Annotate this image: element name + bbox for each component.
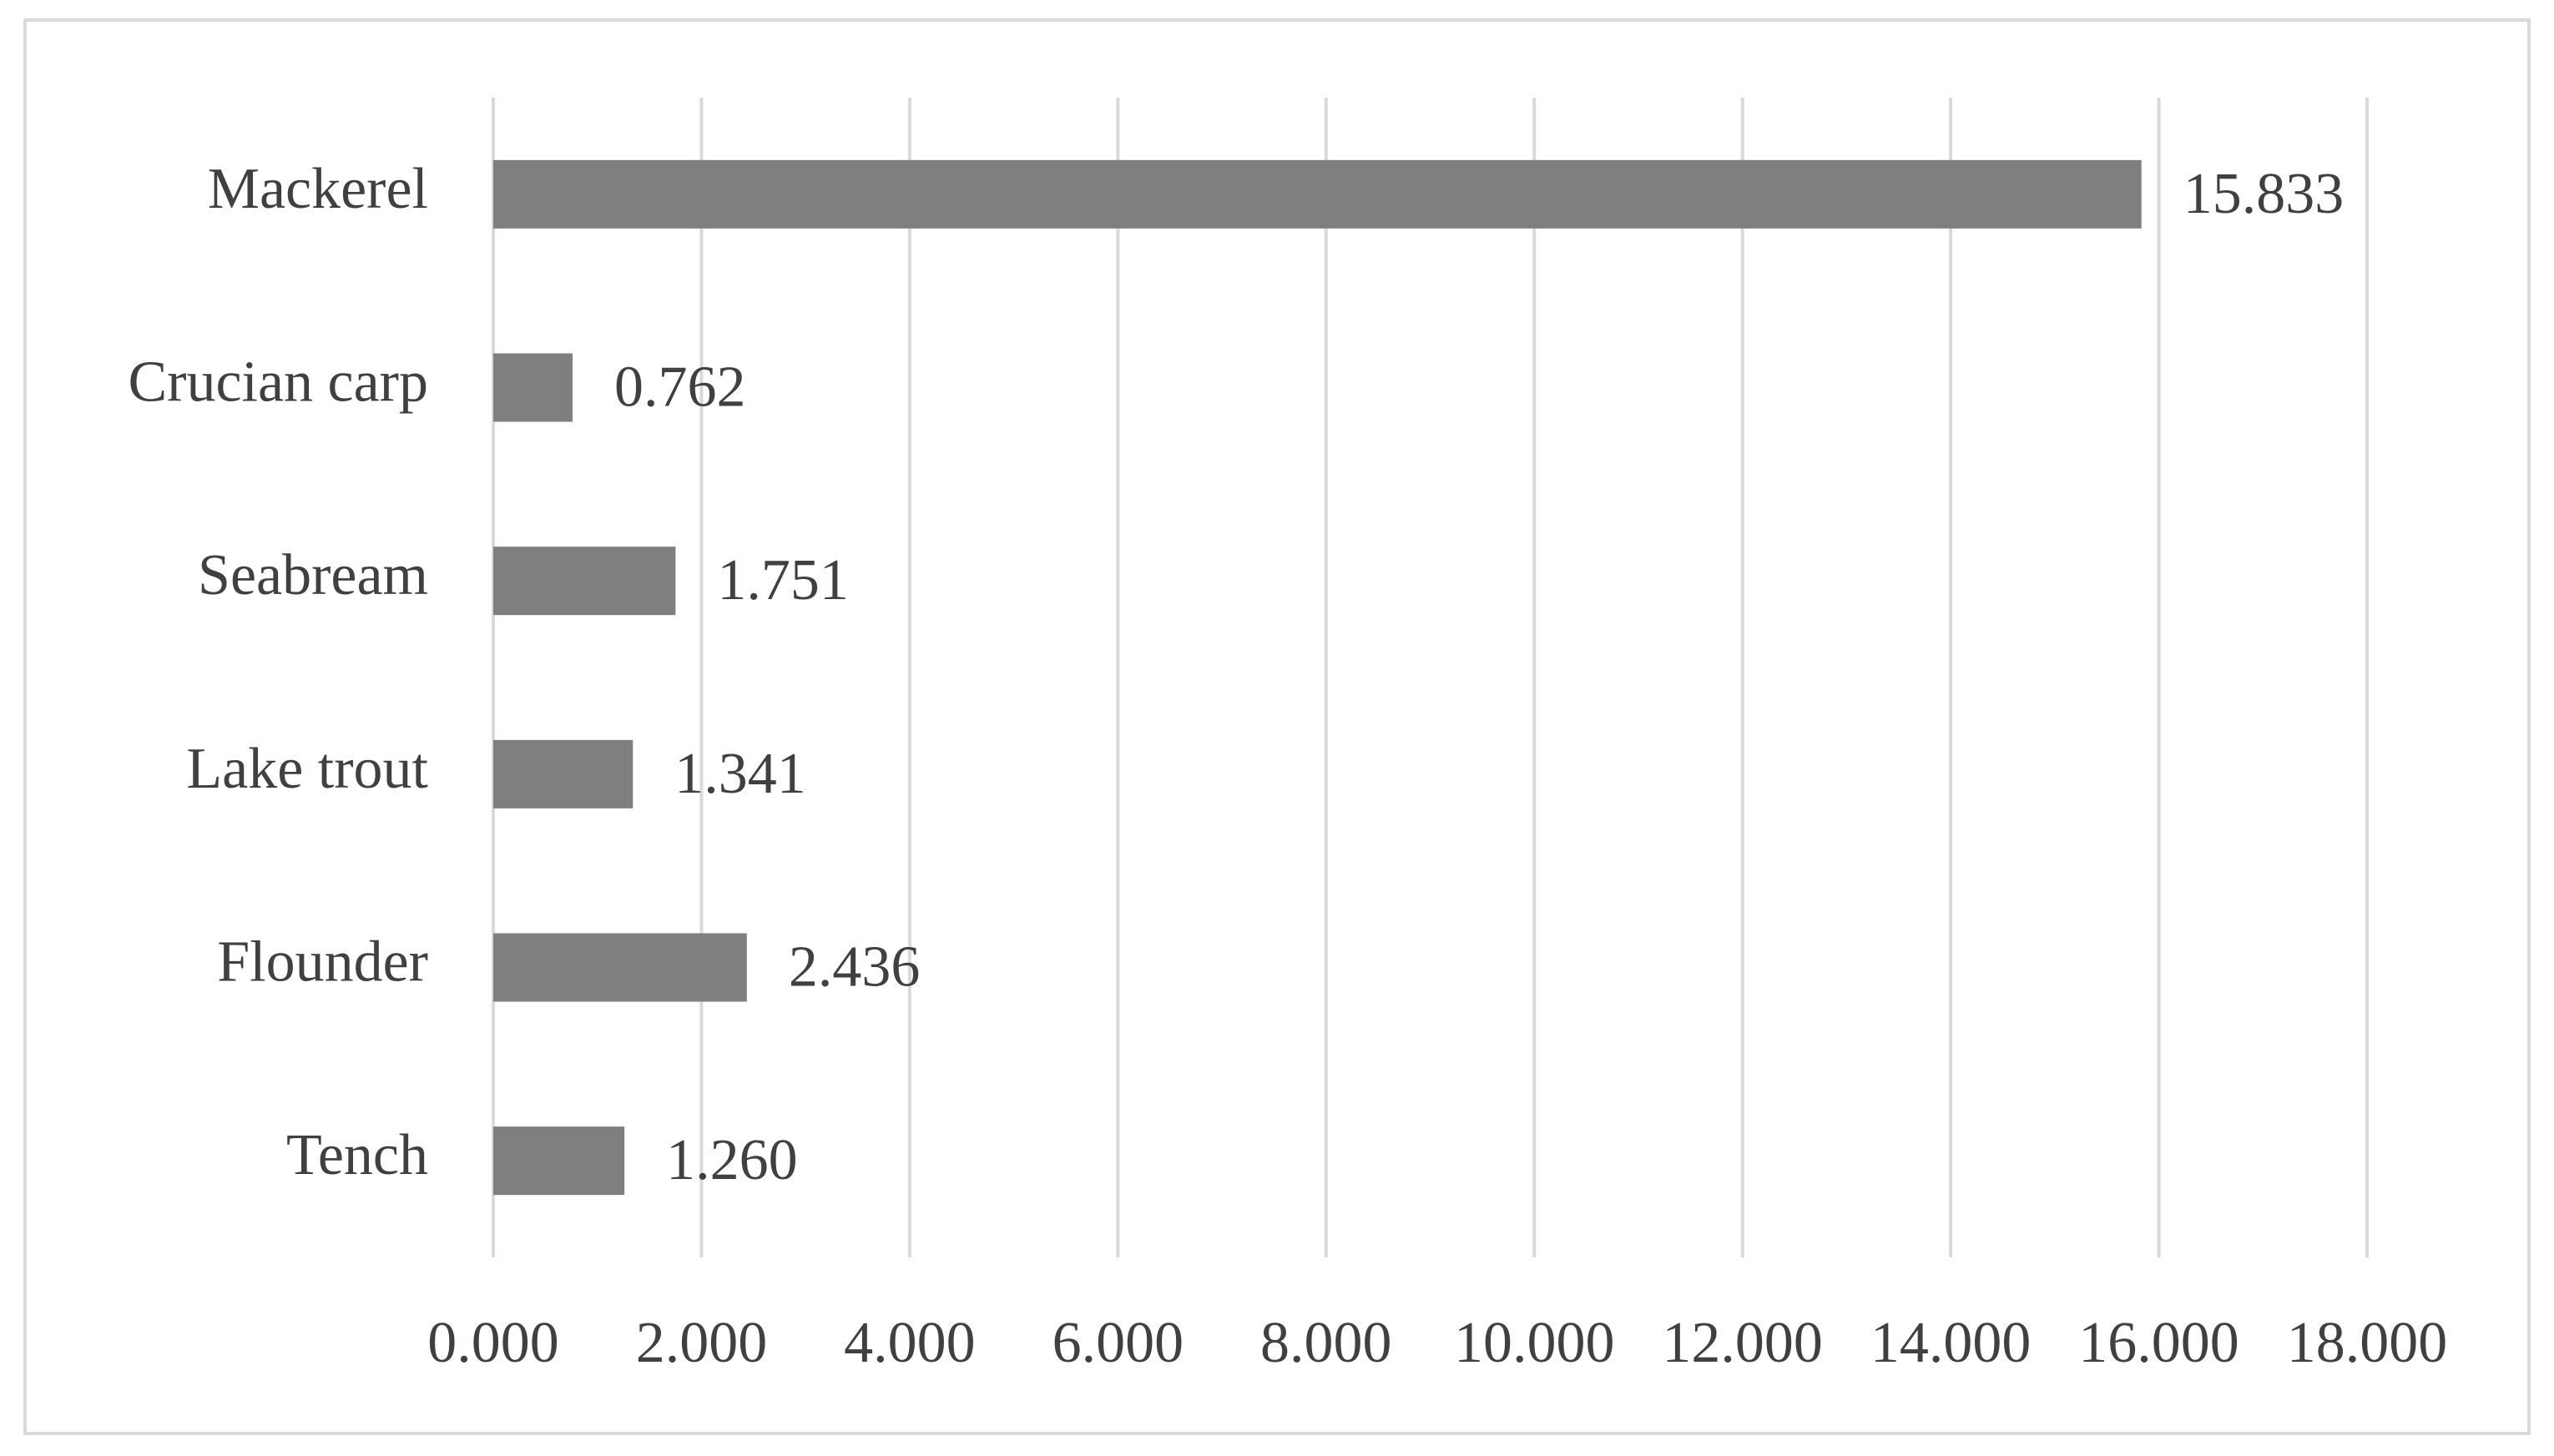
y-tick-label: Crucian carp (128, 350, 428, 415)
data-label: 2.436 (789, 935, 920, 1000)
bar (493, 159, 2142, 229)
bar (493, 547, 676, 616)
bar (493, 739, 633, 809)
x-tick-label: 10.000 (1454, 1311, 1615, 1375)
chart-border (23, 18, 2531, 1435)
x-tick-label: 6.000 (1052, 1311, 1184, 1375)
y-tick-label: Flounder (217, 930, 428, 995)
data-label: 1.341 (674, 742, 806, 806)
x-tick-label: 18.000 (2287, 1311, 2448, 1375)
y-tick-label: Tench (286, 1123, 428, 1187)
x-tick-label: 8.000 (1260, 1311, 1392, 1375)
data-label: 15.833 (2183, 162, 2345, 226)
x-tick-label: 12.000 (1662, 1311, 1823, 1375)
bar (493, 1126, 625, 1196)
data-label: 1.751 (717, 548, 849, 612)
x-tick-label: 0.000 (427, 1311, 559, 1375)
data-label: 0.762 (614, 355, 746, 420)
x-tick-label: 16.000 (2078, 1311, 2239, 1375)
bar (493, 933, 747, 1002)
data-label: 1.260 (666, 1128, 798, 1192)
y-tick-label: Lake trout (186, 737, 428, 801)
y-tick-label: Mackerel (208, 157, 428, 221)
x-tick-label: 4.000 (844, 1311, 976, 1375)
bar (493, 353, 573, 422)
x-tick-label: 2.000 (636, 1311, 768, 1375)
y-tick-label: Seabream (198, 543, 428, 607)
x-tick-label: 14.000 (1870, 1311, 2032, 1375)
